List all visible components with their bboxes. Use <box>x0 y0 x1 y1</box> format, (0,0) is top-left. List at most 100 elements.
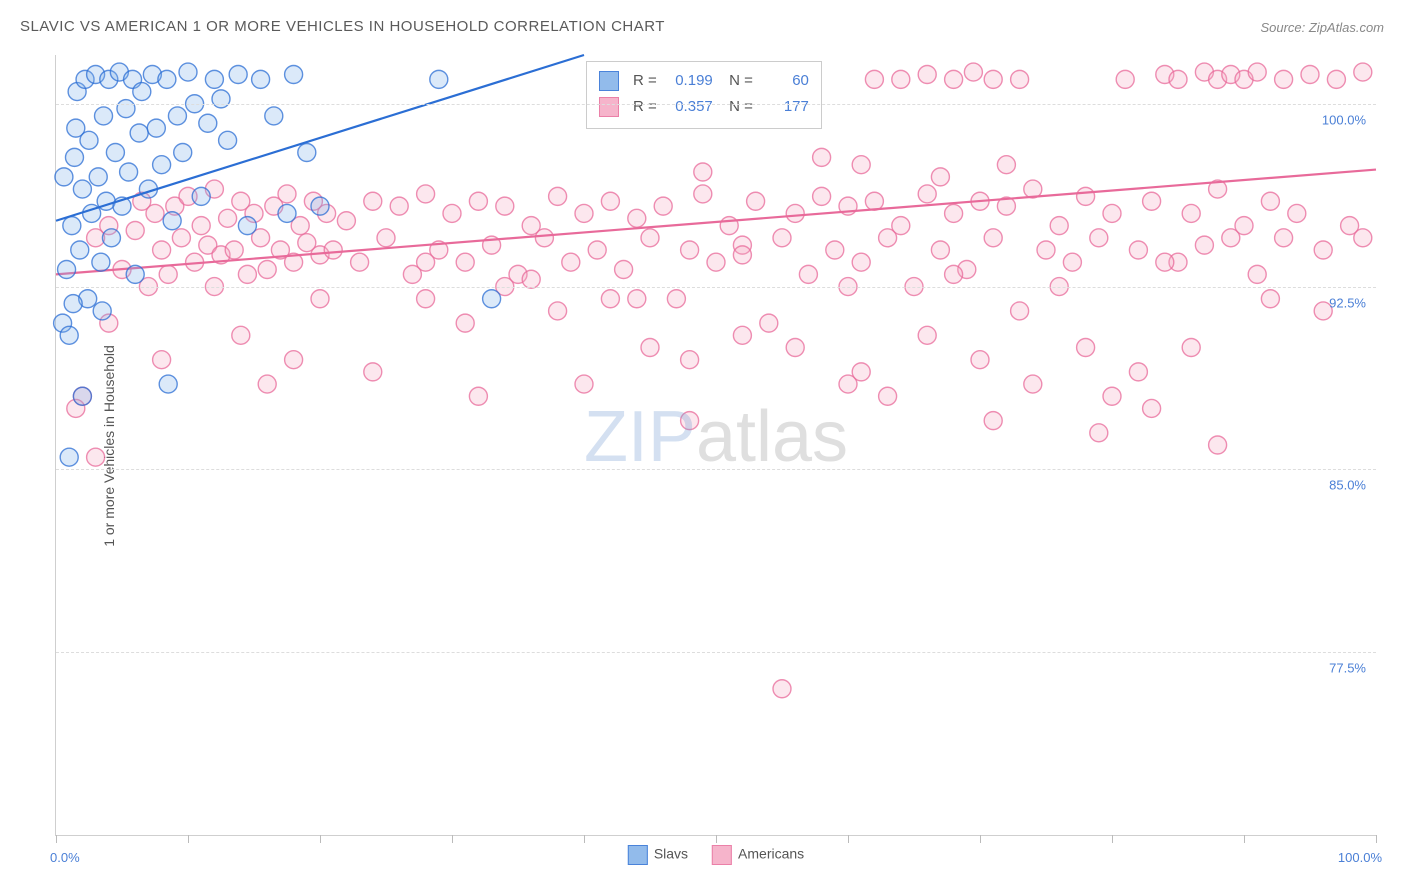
stats-row-slavs: R = 0.199 N = 60 <box>599 68 809 94</box>
americans-point <box>1129 363 1147 381</box>
americans-point <box>1248 63 1266 81</box>
americans-point <box>311 290 329 308</box>
americans-point <box>1314 241 1332 259</box>
americans-point <box>681 241 699 259</box>
americans-point <box>153 351 171 369</box>
americans-point <box>892 70 910 88</box>
americans-point <box>1103 387 1121 405</box>
x-tick <box>452 835 453 843</box>
legend-item-slavs: Slavs <box>628 845 688 865</box>
americans-point <box>852 363 870 381</box>
americans-point <box>126 222 144 240</box>
americans-point <box>628 290 646 308</box>
x-tick <box>56 835 57 843</box>
slavs-swatch-icon <box>628 845 648 865</box>
americans-point <box>945 70 963 88</box>
americans-point <box>681 351 699 369</box>
americans-point <box>1301 66 1319 84</box>
americans-point <box>1090 229 1108 247</box>
americans-point <box>337 212 355 230</box>
americans-point <box>681 412 699 430</box>
americans-point <box>469 192 487 210</box>
americans-point <box>417 290 435 308</box>
americans-point <box>760 314 778 332</box>
americans-point <box>1011 302 1029 320</box>
americans-point <box>773 680 791 698</box>
americans-point <box>549 302 567 320</box>
americans-point <box>707 253 725 271</box>
americans-point <box>879 387 897 405</box>
x-tick <box>1244 835 1245 843</box>
slavs-point <box>212 90 230 108</box>
gridline <box>56 104 1376 105</box>
americans-point <box>852 156 870 174</box>
stat-n-americans: 177 <box>761 94 809 120</box>
stat-r-label: R = <box>633 68 657 94</box>
americans-point <box>1327 70 1345 88</box>
americans-point <box>1235 217 1253 235</box>
slavs-point <box>192 187 210 205</box>
slavs-point <box>174 144 192 162</box>
americans-point <box>601 290 619 308</box>
chart-svg-layer <box>56 55 1376 835</box>
americans-point <box>417 253 435 271</box>
americans-point <box>390 197 408 215</box>
slavs-point <box>80 131 98 149</box>
americans-swatch-icon <box>712 845 732 865</box>
slavs-point <box>55 168 73 186</box>
chart-plot-area: ZIPatlas R = 0.199 N = 60 R = 0.357 N = … <box>55 55 1376 836</box>
americans-point <box>172 229 190 247</box>
americans-point <box>892 217 910 235</box>
x-tick <box>1376 835 1377 843</box>
americans-point <box>1156 253 1174 271</box>
slavs-point <box>159 375 177 393</box>
americans-point <box>984 412 1002 430</box>
x-tick <box>848 835 849 843</box>
americans-point <box>258 261 276 279</box>
americans-point <box>469 387 487 405</box>
americans-point <box>1209 436 1227 454</box>
slavs-point <box>73 180 91 198</box>
x-tick <box>716 835 717 843</box>
slavs-point <box>60 326 78 344</box>
americans-point <box>1090 424 1108 442</box>
slavs-point <box>311 197 329 215</box>
x-axis-min-label: 0.0% <box>50 850 80 865</box>
americans-point <box>258 375 276 393</box>
americans-point <box>852 253 870 271</box>
stat-r-americans: 0.357 <box>665 94 713 120</box>
americans-point <box>615 261 633 279</box>
slavs-point <box>153 156 171 174</box>
x-tick <box>1112 835 1113 843</box>
legend-item-americans: Americans <box>712 845 804 865</box>
americans-point <box>1354 63 1372 81</box>
americans-point <box>1116 70 1134 88</box>
slavs-point <box>298 144 316 162</box>
legend-label-slavs: Slavs <box>654 846 688 862</box>
slavs-point <box>179 63 197 81</box>
slavs-point <box>117 100 135 118</box>
americans-point <box>1248 265 1266 283</box>
americans-point <box>238 265 256 283</box>
y-tick-label: 100.0% <box>1322 112 1366 127</box>
americans-point <box>997 156 1015 174</box>
stats-legend-box: R = 0.199 N = 60 R = 0.357 N = 177 <box>586 61 822 129</box>
americans-point <box>159 265 177 283</box>
americans-point <box>1050 217 1068 235</box>
americans-point <box>733 326 751 344</box>
americans-point <box>146 204 164 222</box>
slavs-point <box>219 131 237 149</box>
americans-point <box>364 363 382 381</box>
americans-point <box>1077 339 1095 357</box>
americans-point <box>1275 229 1293 247</box>
americans-point <box>1129 241 1147 259</box>
stat-n-label: N = <box>721 94 753 120</box>
americans-point <box>813 187 831 205</box>
americans-point <box>1288 204 1306 222</box>
y-tick-label: 77.5% <box>1329 661 1366 676</box>
slavs-point <box>93 302 111 320</box>
slavs-point <box>92 253 110 271</box>
chart-title: SLAVIC VS AMERICAN 1 OR MORE VEHICLES IN… <box>20 18 665 35</box>
americans-point <box>549 187 567 205</box>
americans-point <box>1063 253 1081 271</box>
